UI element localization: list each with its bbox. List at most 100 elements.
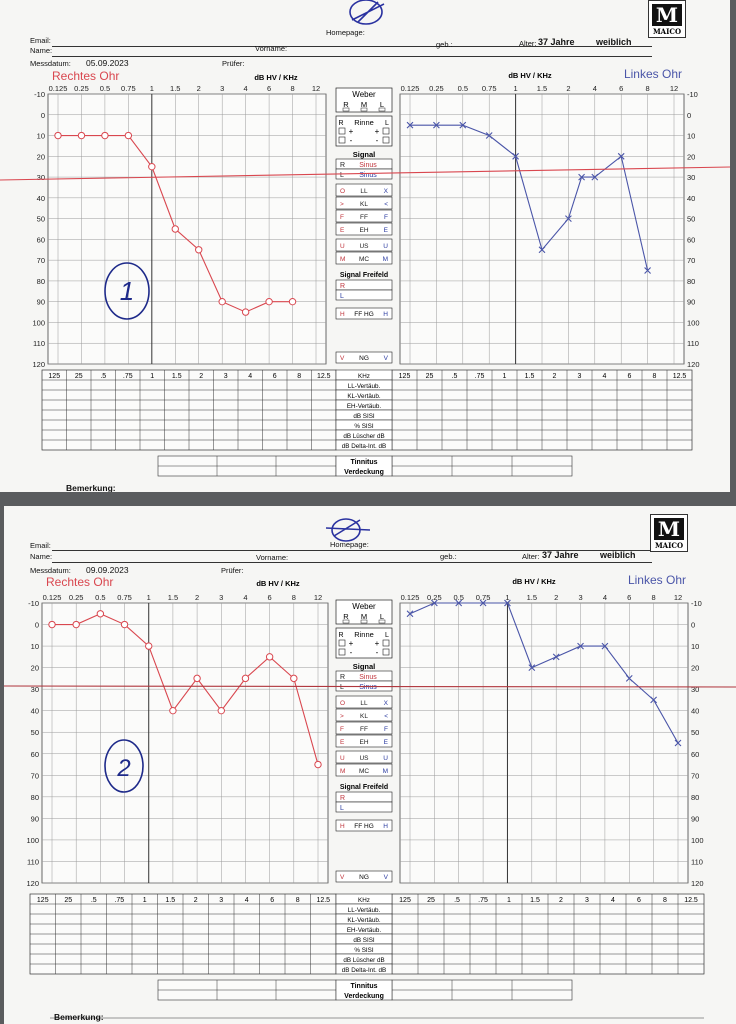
axis-title: dB HV / KHz xyxy=(508,71,552,80)
x-tick-label: 0.5 xyxy=(100,84,110,93)
table-row-label: dB Lüscher dB xyxy=(343,957,384,964)
freifeld-side: L xyxy=(340,805,344,812)
maico-logo: M MAICO xyxy=(650,514,688,552)
rinne-side: L xyxy=(385,632,389,639)
legend-left-symbol: < xyxy=(384,713,388,720)
table-freq-label: 8 xyxy=(653,373,657,380)
table-freq-label: 8 xyxy=(297,373,301,380)
geschlecht-value: weiblich xyxy=(600,550,636,560)
freifeld-side: R xyxy=(340,283,345,290)
table-row-label: EH-Vertäub. xyxy=(347,927,382,934)
y-tick-label: 100 xyxy=(691,836,704,845)
rinne-checkbox xyxy=(338,648,346,656)
table-row-label: LL-Vertäub. xyxy=(348,383,381,390)
table-freq-label: 1.5 xyxy=(525,373,535,380)
freifeld-side: L xyxy=(340,293,344,300)
data-point xyxy=(512,152,519,160)
rinne-box xyxy=(335,115,393,147)
left-ear-audiogram: -10 0 10 20 30 40 50 60 70 80 90 100 110 120 0.125 0.25… xyxy=(399,593,704,888)
freifeld-label: Signal Freifeld xyxy=(340,784,388,791)
table-freq-label: 6 xyxy=(273,373,277,380)
data-point xyxy=(479,599,487,607)
y-tick-label: 110 xyxy=(691,857,703,866)
ffhg-row xyxy=(335,307,393,320)
x-tick-label: 0.25 xyxy=(429,84,444,93)
email-label: Email: xyxy=(30,36,51,45)
y-tick-label: 70 xyxy=(687,256,695,265)
axis-title: dB HV / KHz xyxy=(256,579,300,588)
rinne-side: R xyxy=(338,632,343,639)
legend-type: US xyxy=(359,755,369,762)
y-tick-label: 90 xyxy=(31,814,39,823)
rinne-sign: + xyxy=(375,127,380,136)
messdatum-value: 09.09.2023 xyxy=(86,565,129,575)
data-point xyxy=(406,121,414,129)
y-tick-label: 60 xyxy=(31,750,39,759)
ng-label: NG xyxy=(359,874,369,881)
right-ear-title: Rechtes Ohr xyxy=(52,69,119,83)
table-row-label: % SISI xyxy=(354,947,373,954)
y-tick-label: 60 xyxy=(37,235,45,244)
x-tick-label: 12 xyxy=(670,84,678,93)
legend-left-symbol: F xyxy=(384,726,388,733)
y-tick-label: 110 xyxy=(33,339,45,348)
legend-left-symbol: X xyxy=(384,700,389,707)
email-line xyxy=(52,550,652,551)
data-point xyxy=(218,297,226,306)
ffhg-label: FF HG xyxy=(354,311,374,318)
table-row-label: EH-Vertäub. xyxy=(347,403,382,410)
y-tick-label: -10 xyxy=(691,599,702,608)
legend-right-symbol: E xyxy=(340,227,345,234)
legend-right-symbol: U xyxy=(340,755,345,762)
table-freq-label: 125 xyxy=(37,897,49,904)
x-tick-label: 0.25 xyxy=(74,84,89,93)
x-tick-label: 1 xyxy=(514,84,518,93)
y-tick-label: 0 xyxy=(41,111,45,120)
pruefer-label: Prüfer: xyxy=(221,566,244,575)
legend-type: FF xyxy=(360,726,368,733)
rinne-checkbox xyxy=(382,136,390,144)
legend-row xyxy=(335,721,393,735)
x-tick-label: 4 xyxy=(243,593,247,602)
legend-row xyxy=(335,196,393,210)
x-tick-label: 8 xyxy=(290,84,294,93)
legend-row xyxy=(335,734,393,748)
table-freq-label: 12.5 xyxy=(673,373,687,380)
table-freq-label: 1 xyxy=(143,897,147,904)
y-tick-label: 110 xyxy=(27,857,39,866)
legend-row xyxy=(335,238,393,252)
left-ear-title: Linkes Ohr xyxy=(624,67,682,81)
verdeckung-label: Verdeckung xyxy=(344,993,384,1000)
data-point xyxy=(241,674,250,683)
y-tick-label: -10 xyxy=(28,599,39,608)
signal-label: Signal xyxy=(353,150,376,159)
table-row-label: KL-Vertäub. xyxy=(347,917,381,924)
data-point xyxy=(314,760,322,769)
data-point xyxy=(77,131,86,140)
ffhg-left: H xyxy=(383,311,388,318)
rinne-checkbox xyxy=(382,639,390,647)
data-point xyxy=(577,642,584,650)
data-point xyxy=(455,599,463,607)
y-tick-label: 10 xyxy=(687,132,695,141)
weber-label: Weber xyxy=(352,602,376,611)
freifeld-label: Signal Freifeld xyxy=(340,272,388,279)
maico-logo-mark: M xyxy=(654,518,684,540)
y-tick-label: 70 xyxy=(37,256,45,265)
data-point xyxy=(565,215,572,223)
table-freq-label: 25 xyxy=(427,897,435,904)
x-tick-label: 4 xyxy=(603,593,607,602)
legend-type: MC xyxy=(359,256,369,263)
legend-right-symbol: E xyxy=(340,739,345,746)
rinne-sign: + xyxy=(349,127,354,136)
x-tick-label: 0.25 xyxy=(427,593,442,602)
alter-value: 37 Jahre xyxy=(538,37,575,47)
data-point xyxy=(601,642,609,650)
table-row-label: dB SISI xyxy=(353,937,375,944)
x-tick-label: 6 xyxy=(267,84,271,93)
data-point xyxy=(528,664,536,672)
data-point xyxy=(120,620,129,629)
table-freq-label: .5 xyxy=(454,897,460,904)
chart-frame xyxy=(47,93,327,365)
